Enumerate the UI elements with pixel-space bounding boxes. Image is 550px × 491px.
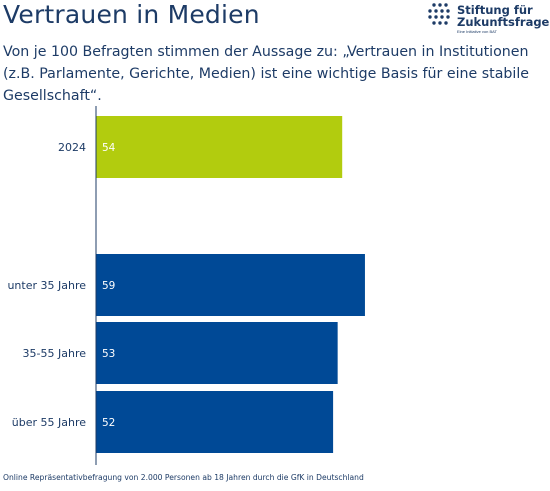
bar (96, 322, 338, 384)
bar-value-label: 53 (102, 348, 115, 360)
bar-value-label: 59 (102, 280, 115, 292)
category-tick-label: 2024 (58, 141, 86, 154)
logo-text-line1: Stiftung für (457, 3, 533, 17)
chart-subtitle: Von je 100 Befragten stimmen der Aussage… (3, 44, 530, 104)
bar (96, 391, 334, 453)
logo-tagline: Eine Initiative von BAT (457, 29, 497, 34)
bar-value-label: 52 (102, 417, 115, 429)
page-title: Vertrauen in Medien (3, 0, 260, 29)
bar (96, 116, 343, 178)
bar-value-label: 54 (102, 142, 116, 154)
category-tick-label: 35-55 Jahre (23, 347, 87, 360)
logo: Stiftung für Zukunftsfragen Eine Initiat… (427, 2, 550, 34)
bar (96, 254, 365, 316)
source-note: Online Repräsentativbefragung von 2.000 … (3, 473, 364, 482)
logo-text-line2: Zukunftsfragen (457, 15, 550, 29)
category-tick-label: unter 35 Jahre (7, 279, 86, 292)
category-tick-label: über 55 Jahre (12, 416, 86, 429)
logo-dots-icon (428, 3, 450, 25)
